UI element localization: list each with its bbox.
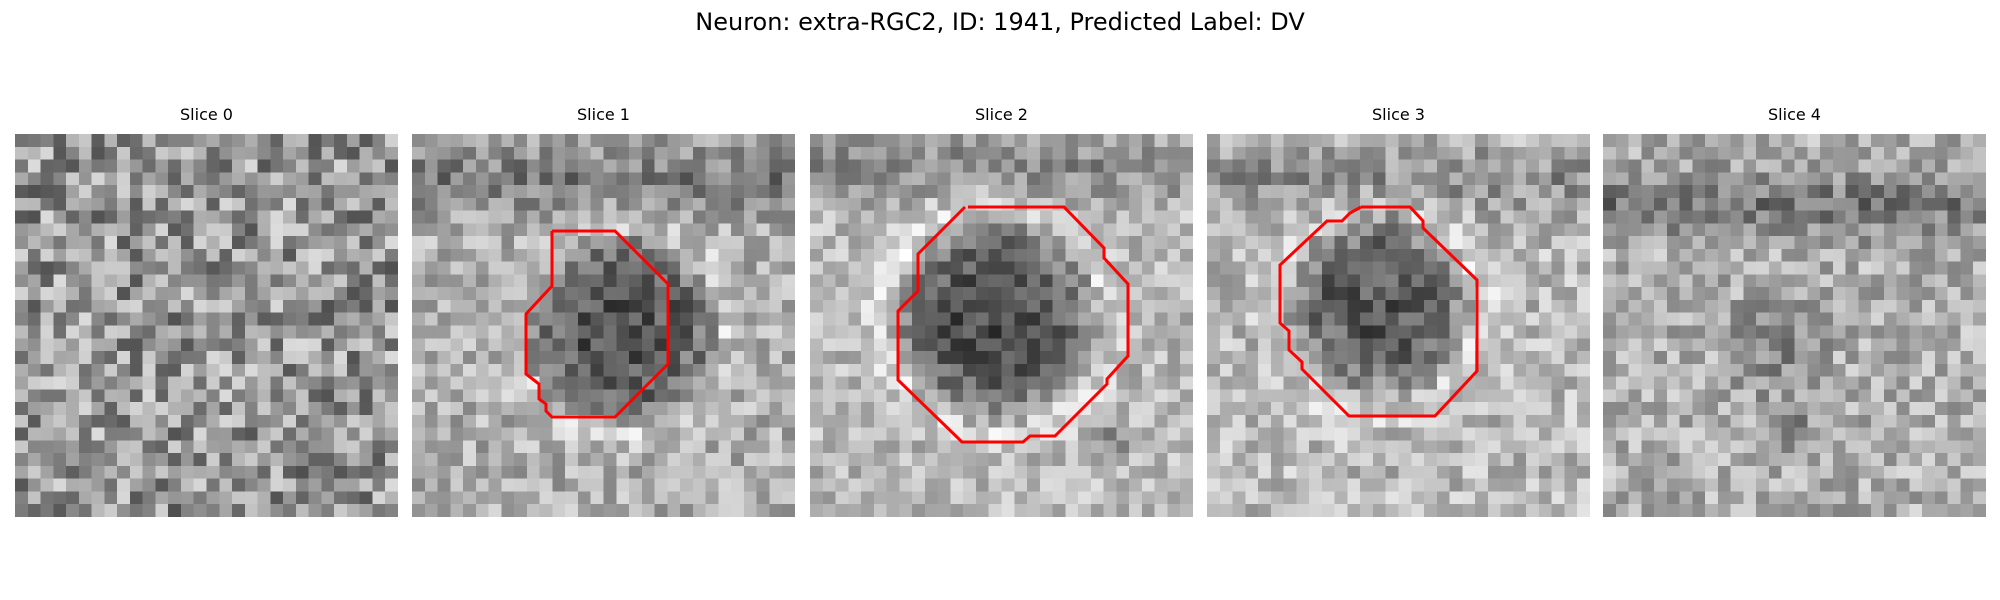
segmentation-contour-svg-3 bbox=[1278, 205, 1479, 418]
segmentation-contour-svg-1 bbox=[524, 229, 670, 419]
slice-image-4 bbox=[1603, 134, 1986, 517]
slice-panel-2: Slice 2 bbox=[810, 104, 1193, 517]
slice-pixels-0 bbox=[15, 134, 398, 517]
slice-panel-0: Slice 0 bbox=[15, 104, 398, 517]
slice-panel-4: Slice 4 bbox=[1603, 104, 1986, 517]
slice-pixels-1 bbox=[412, 134, 795, 517]
slice-title-3: Slice 3 bbox=[1372, 105, 1425, 124]
slice-pixels-3 bbox=[1207, 134, 1590, 517]
slice-title-4: Slice 4 bbox=[1768, 105, 1821, 124]
slice-image-3 bbox=[1207, 134, 1590, 517]
slice-title-0: Slice 0 bbox=[180, 105, 233, 124]
slice-title-1: Slice 1 bbox=[577, 105, 630, 124]
slice-pixels-4 bbox=[1603, 134, 1986, 517]
segmentation-contour-1 bbox=[524, 229, 670, 419]
figure-title: Neuron: extra-RGC2, ID: 1941, Predicted … bbox=[695, 8, 1305, 36]
segmentation-contour-2 bbox=[896, 205, 1130, 444]
slice-image-1 bbox=[412, 134, 795, 517]
slice-image-2 bbox=[810, 134, 1193, 517]
slice-panel-1: Slice 1 bbox=[412, 104, 795, 517]
slice-image-0 bbox=[15, 134, 398, 517]
segmentation-contour-svg-2 bbox=[896, 205, 1130, 444]
segmentation-contour-3 bbox=[1278, 205, 1479, 418]
slice-title-2: Slice 2 bbox=[975, 105, 1028, 124]
slice-panel-3: Slice 3 bbox=[1207, 104, 1590, 517]
